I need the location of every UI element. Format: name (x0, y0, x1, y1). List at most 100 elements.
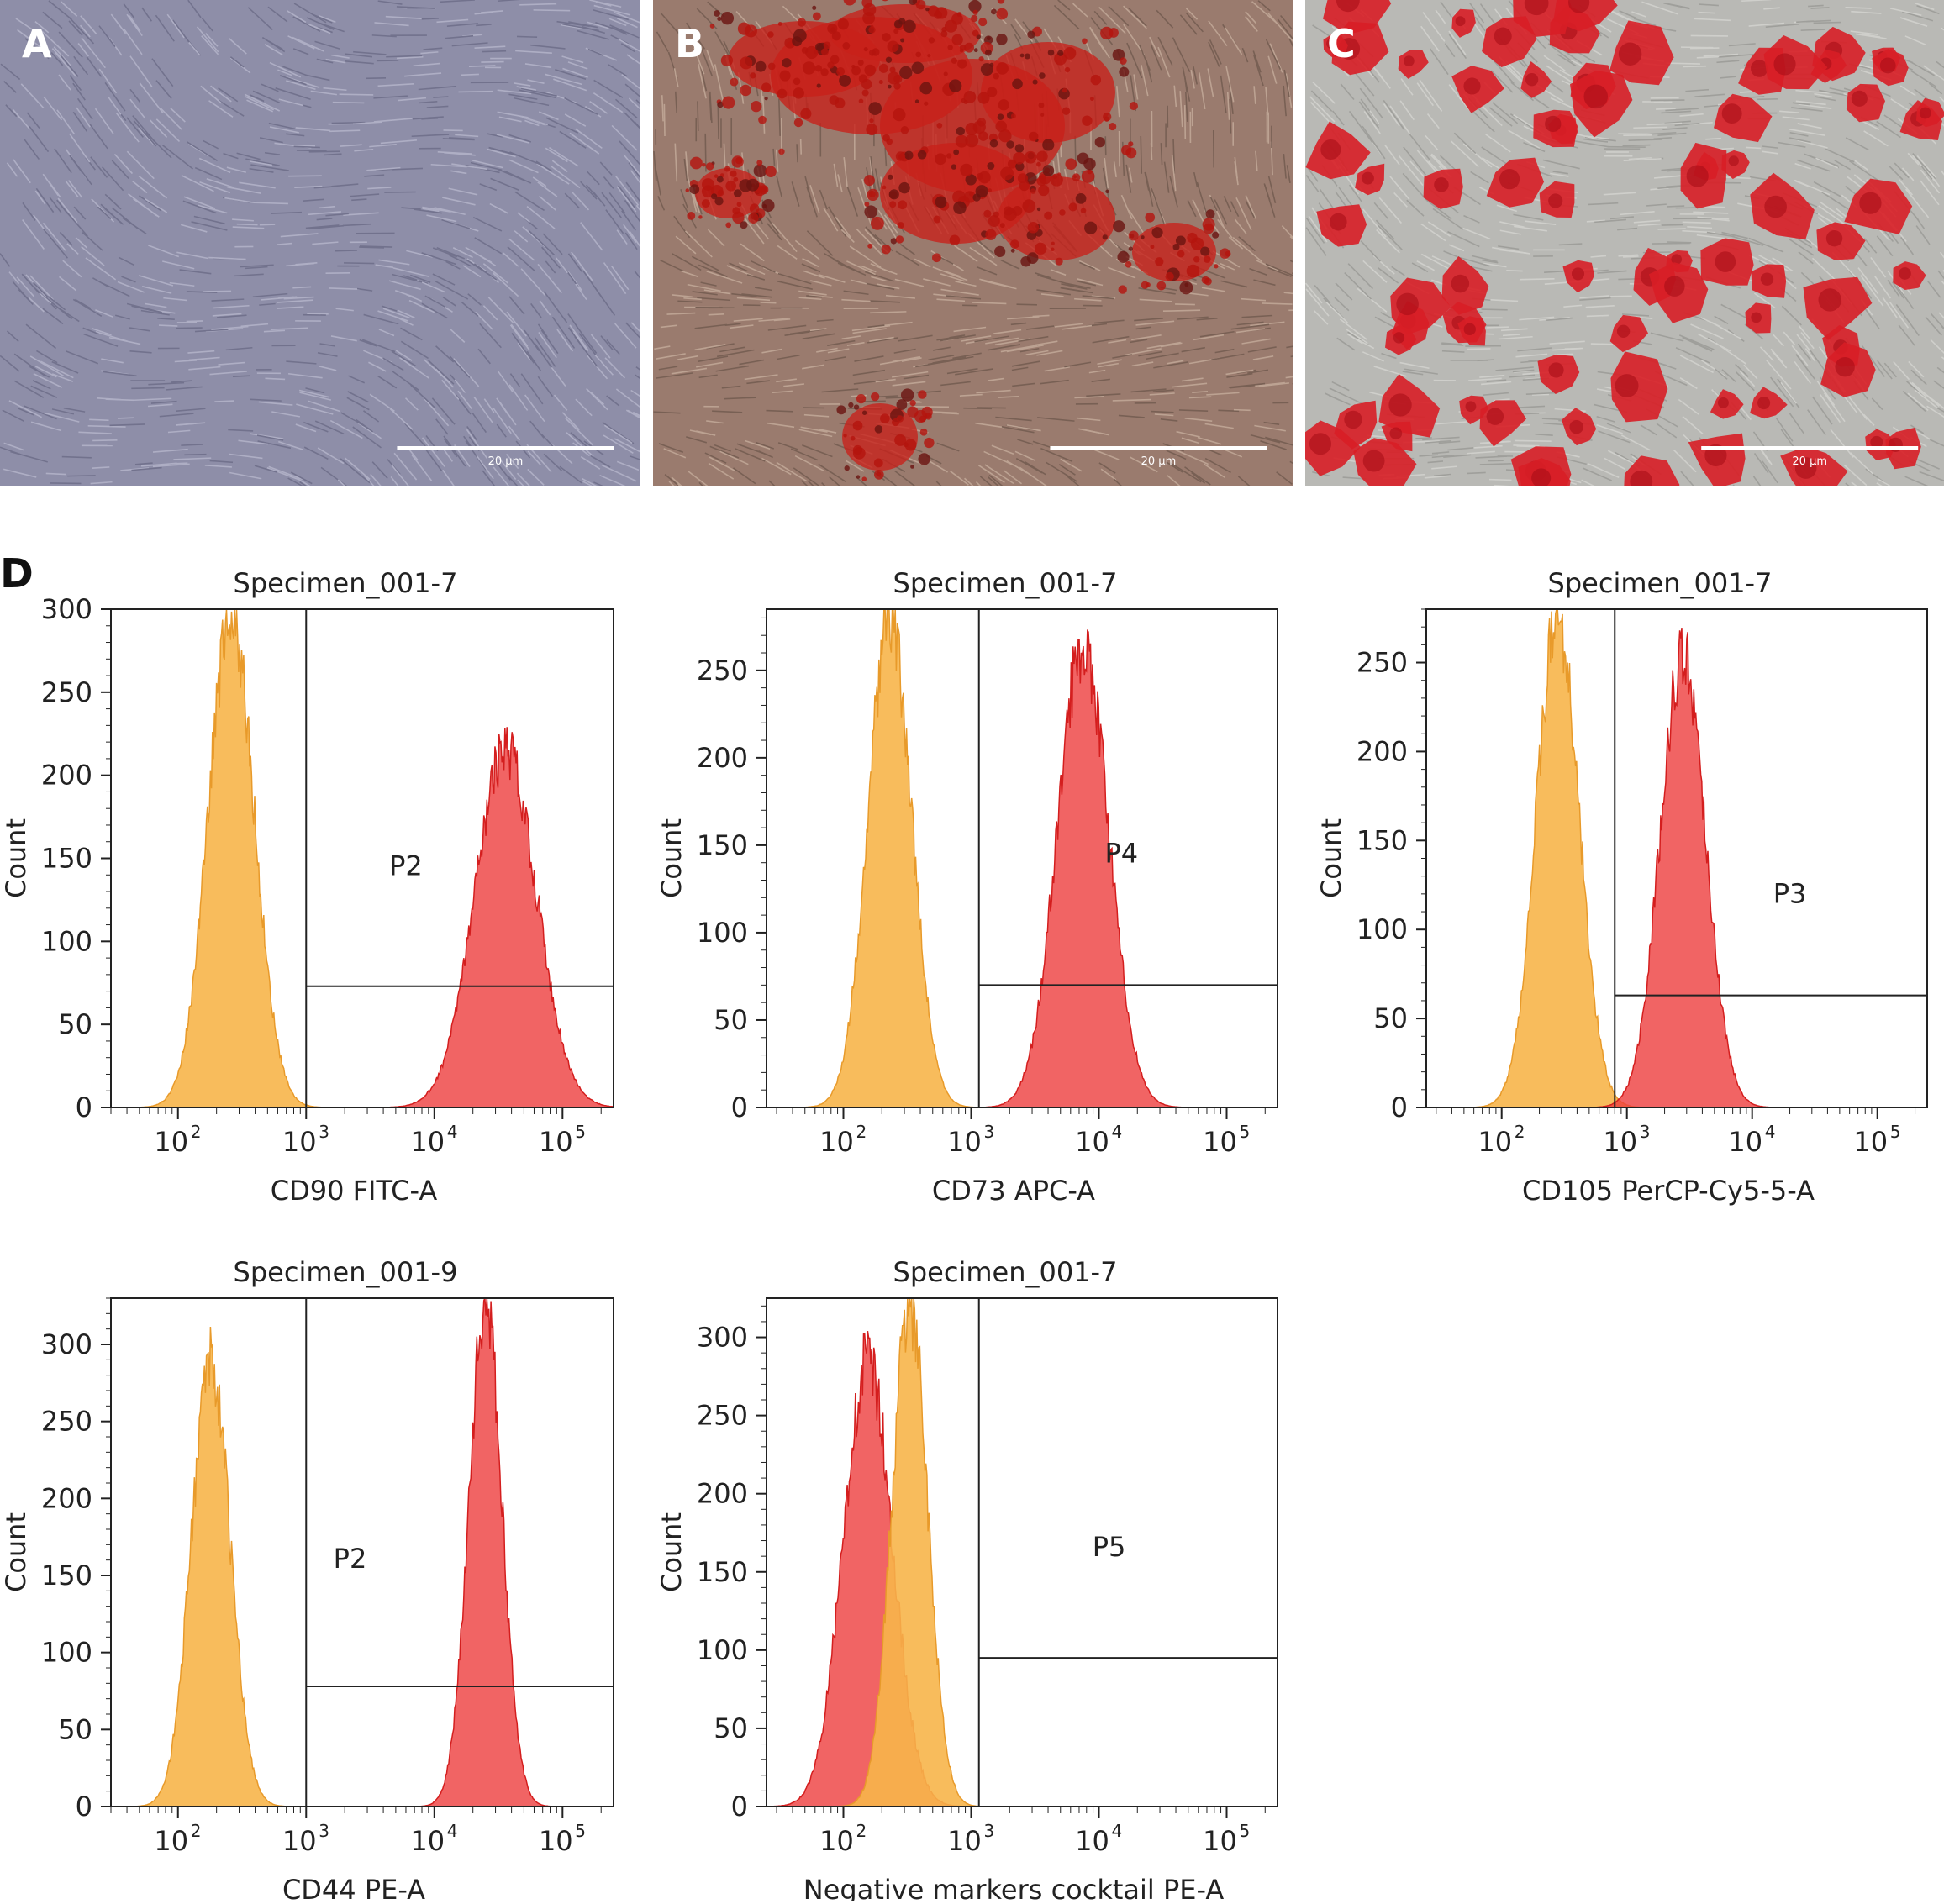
stain-speck (1013, 152, 1025, 165)
cell-streak (1467, 472, 1486, 473)
stain-speck (974, 48, 978, 52)
y-axis-label: Count (656, 1512, 688, 1592)
y-tick-label: 150 (697, 829, 748, 861)
stain-speck (888, 71, 900, 84)
stain-speck (951, 58, 957, 64)
stain-speck (858, 60, 864, 66)
lipid-droplet (1494, 28, 1512, 45)
cell-streak (534, 10, 571, 11)
cell-streak (709, 314, 724, 315)
stain-speck (740, 221, 747, 229)
stain-speck (1011, 249, 1015, 253)
stain-speck (740, 56, 752, 69)
x-tick-exponent: 5 (1240, 1821, 1251, 1841)
cell-streak (1017, 304, 1037, 305)
x-tick-label: 10 (410, 1126, 445, 1158)
stain-speck (1065, 67, 1070, 72)
stain-speck (798, 18, 806, 27)
stain-speck (956, 127, 965, 135)
lipid-droplet (1826, 230, 1842, 246)
stain-speck (1081, 208, 1087, 213)
cell-streak (1652, 243, 1690, 244)
lipid-droplet (1859, 192, 1881, 214)
lipid-droplet (1362, 172, 1374, 185)
stain-speck (1048, 50, 1055, 56)
cell-streak (1691, 35, 1728, 36)
x-tick-label: 10 (1853, 1126, 1888, 1158)
stain-speck (1090, 97, 1094, 101)
stain-speck (899, 66, 912, 79)
stain-speck (750, 203, 760, 213)
stain-speck (702, 199, 710, 208)
cell-streak (159, 325, 177, 326)
stain-speck (853, 445, 862, 455)
stain-speck (935, 196, 947, 208)
y-tick-label: 50 (714, 1712, 748, 1744)
stain-speck (985, 229, 996, 240)
x-tick-exponent: 5 (1240, 1122, 1251, 1142)
stain-speck (973, 10, 978, 15)
x-tick-exponent: 2 (1515, 1122, 1525, 1142)
y-axis-label: Count (656, 818, 688, 898)
stain-speck (718, 190, 724, 197)
gate-label: P5 (1093, 1531, 1126, 1563)
stain-speck (1105, 190, 1109, 193)
y-tick-label: 150 (1357, 824, 1408, 856)
x-tick-label: 10 (410, 1825, 445, 1857)
x-tick-exponent: 3 (984, 1122, 995, 1142)
stain-speck (879, 80, 883, 84)
y-tick-label: 200 (697, 742, 748, 774)
panel-letter-a: A (22, 21, 52, 66)
stain-speck (793, 78, 801, 86)
stain-speck (915, 52, 921, 58)
stain-speck (1020, 54, 1025, 58)
gate-label: P4 (1104, 838, 1138, 870)
histogram-positive-series (1426, 628, 1927, 1107)
stain-speck (945, 20, 957, 33)
stain-speck (800, 108, 811, 119)
lipid-droplet (1764, 196, 1787, 218)
stain-speck (812, 6, 816, 10)
x-tick-exponent: 3 (1640, 1122, 1651, 1142)
stain-speck (1120, 57, 1127, 65)
x-tick-exponent: 3 (984, 1821, 995, 1841)
x-tick-label: 10 (819, 1126, 854, 1158)
y-tick-label: 0 (731, 1791, 748, 1822)
stain-speck (756, 160, 762, 166)
x-tick-exponent: 4 (1765, 1122, 1776, 1142)
x-tick-label: 10 (539, 1126, 573, 1158)
y-tick-label: 0 (1391, 1091, 1408, 1123)
cell-streak (92, 440, 117, 441)
stain-speck (894, 434, 906, 446)
lipid-droplet (1320, 139, 1341, 160)
stain-speck (957, 12, 962, 17)
cell-streak (482, 51, 506, 52)
stain-speck (1150, 245, 1154, 249)
stain-speck (919, 82, 932, 95)
stain-speck (1026, 159, 1030, 163)
stain-speck (915, 99, 919, 103)
stain-speck (898, 200, 907, 209)
stain-speck (1084, 222, 1097, 234)
y-tick-label: 250 (41, 676, 92, 708)
stain-speck (879, 64, 888, 73)
x-tick-label: 10 (1075, 1126, 1109, 1158)
stain-speck (875, 425, 883, 434)
stain-speck (835, 98, 845, 108)
stain-speck (1020, 256, 1030, 266)
stain-speck (972, 193, 980, 201)
y-tick-label: 100 (697, 1634, 748, 1666)
stain-speck (1025, 53, 1030, 59)
stain-speck (987, 162, 994, 170)
y-tick-label: 0 (76, 1091, 92, 1123)
histogram-negative-series (767, 609, 1278, 1107)
stain-speck (793, 87, 803, 98)
stain-speck (1051, 242, 1055, 245)
stain-speck (686, 188, 690, 192)
stain-speck (888, 41, 899, 53)
